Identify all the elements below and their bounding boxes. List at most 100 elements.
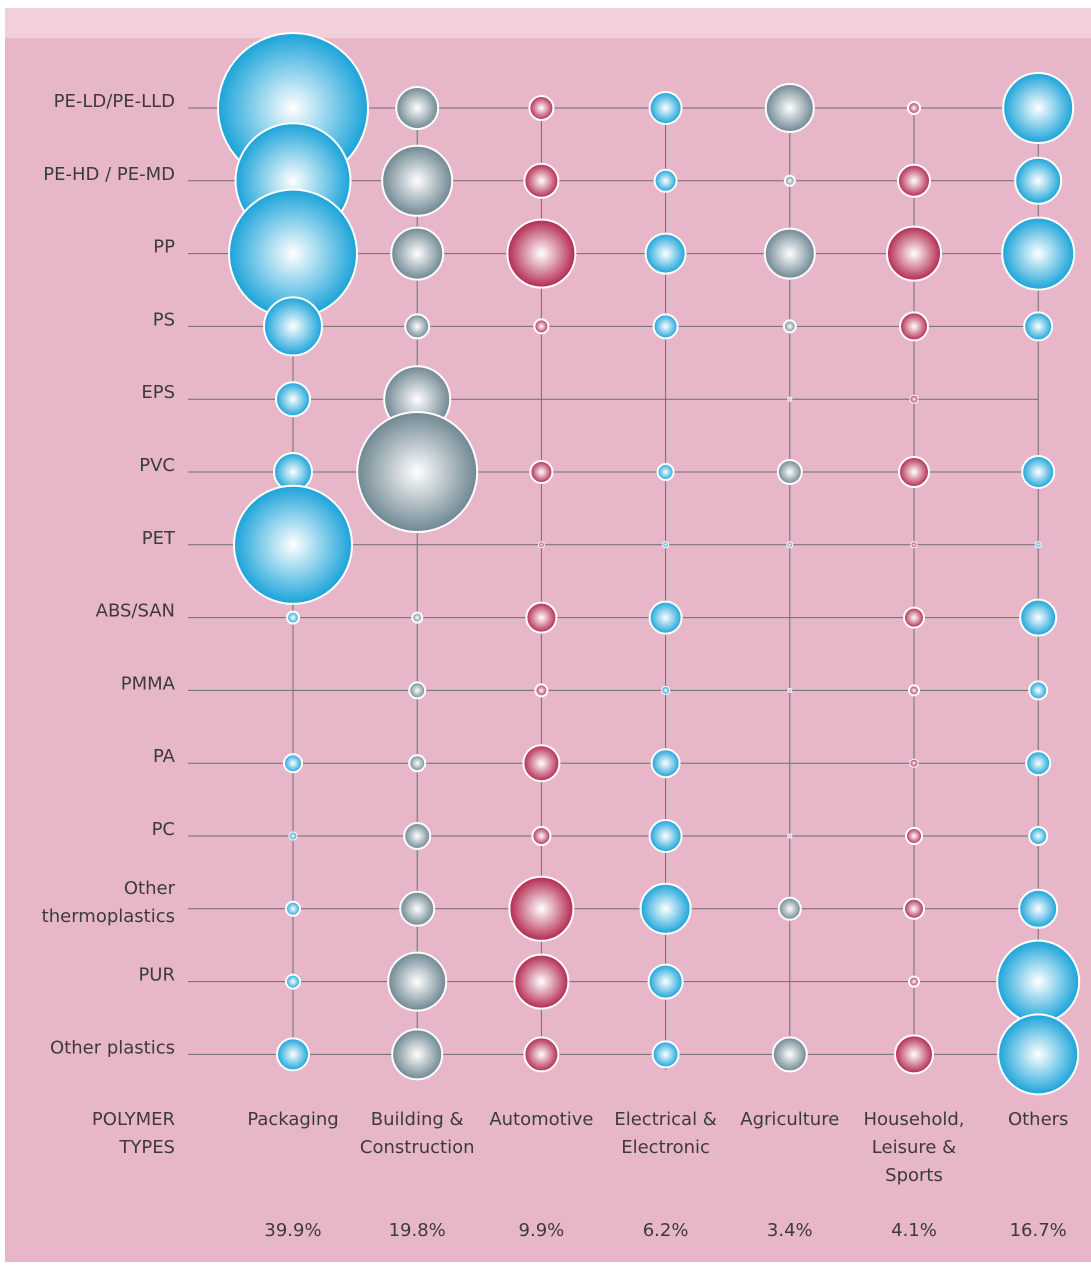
bubble	[403, 822, 432, 850]
bubble	[661, 685, 671, 695]
bubble	[508, 875, 575, 942]
bubble	[644, 232, 687, 275]
bubble	[786, 541, 794, 549]
row-label: PUR	[138, 965, 175, 986]
bubble	[1001, 216, 1076, 291]
bubble	[276, 1037, 310, 1072]
share-label: 3.4%	[767, 1220, 813, 1241]
bubble	[525, 601, 558, 634]
row-label: Other plastics	[50, 1037, 175, 1058]
bubble	[283, 753, 303, 774]
row-label: PP	[153, 237, 175, 258]
bubble	[513, 953, 570, 1010]
bubble	[763, 227, 816, 280]
column-label: Automotive	[489, 1109, 593, 1130]
bubble	[894, 1034, 934, 1075]
bubble	[652, 313, 679, 340]
row-label: EPS	[141, 382, 175, 403]
bubble	[523, 1036, 560, 1073]
bubble	[886, 225, 942, 282]
bubble	[537, 541, 545, 549]
bubble	[381, 144, 454, 217]
bubble	[907, 101, 921, 115]
bubble	[522, 744, 561, 783]
bubble	[395, 86, 440, 130]
bubble	[404, 313, 431, 340]
bubble	[653, 168, 678, 193]
bubble	[783, 174, 796, 187]
bubble	[285, 973, 301, 990]
bubble	[909, 758, 919, 768]
bubble	[908, 975, 920, 988]
row-label: PC	[152, 819, 175, 840]
share-label: 16.7%	[1010, 1220, 1067, 1241]
bubble	[771, 1036, 808, 1073]
column-label: Others	[1008, 1109, 1069, 1130]
bubble	[908, 684, 920, 697]
bubble	[1025, 750, 1052, 777]
row-label: ABS/SAN	[96, 601, 175, 622]
column-label: Electrical &	[614, 1109, 717, 1130]
bubble	[411, 611, 424, 624]
bubble	[506, 218, 577, 289]
bubble	[651, 1040, 680, 1069]
bubble	[787, 396, 793, 402]
bubble	[909, 394, 919, 404]
bubble	[356, 411, 479, 533]
bubble	[1034, 541, 1042, 549]
share-label: 9.9%	[519, 1220, 565, 1241]
bubble	[1019, 598, 1058, 637]
bubble	[764, 83, 815, 133]
bubble	[408, 754, 427, 773]
axis-title: POLYMER	[92, 1109, 175, 1130]
bubble	[782, 319, 797, 334]
bubble	[523, 162, 560, 199]
bubble	[903, 897, 925, 920]
row-label: PA	[153, 746, 176, 767]
bubble	[910, 541, 918, 549]
row-label: thermoplastics	[42, 906, 175, 927]
bubble	[787, 687, 793, 693]
row-label: PE-HD / PE-MD	[43, 164, 175, 185]
bubble	[233, 484, 353, 605]
bubble	[787, 833, 793, 839]
row-label: PS	[153, 309, 175, 330]
bubble	[898, 456, 930, 488]
bubble	[390, 226, 445, 281]
bubble	[1023, 311, 1054, 342]
bubble	[648, 600, 683, 635]
bubble	[639, 882, 692, 935]
row-label: PET	[142, 528, 176, 549]
bubble	[285, 900, 301, 917]
row-label: Other	[124, 878, 176, 899]
share-label: 4.1%	[891, 1220, 937, 1241]
axis-title: TYPES	[118, 1137, 175, 1158]
bubble	[528, 95, 555, 121]
bubble	[286, 610, 300, 625]
bubble	[776, 459, 803, 485]
column-label: Construction	[360, 1137, 475, 1158]
row-label: PE-LD/PE-LLD	[54, 91, 175, 112]
column-label: Sports	[885, 1165, 943, 1186]
bubble	[399, 890, 436, 927]
top-band	[5, 8, 1091, 38]
bubble	[1002, 72, 1075, 144]
share-label: 39.9%	[264, 1220, 321, 1241]
bubble	[996, 939, 1081, 1024]
column-label: Household,	[864, 1109, 965, 1130]
bubble	[1018, 888, 1059, 929]
bubble	[533, 318, 550, 335]
bubble	[903, 606, 925, 629]
bubble	[899, 311, 929, 342]
row-label: PMMA	[121, 673, 176, 694]
bubble	[648, 91, 683, 125]
bubble	[534, 683, 549, 698]
bubble	[263, 296, 323, 357]
bubble	[275, 381, 311, 418]
column-label: Electronic	[621, 1137, 710, 1158]
bubble	[1028, 826, 1049, 846]
bubble	[408, 681, 427, 700]
bubble	[647, 963, 684, 1000]
